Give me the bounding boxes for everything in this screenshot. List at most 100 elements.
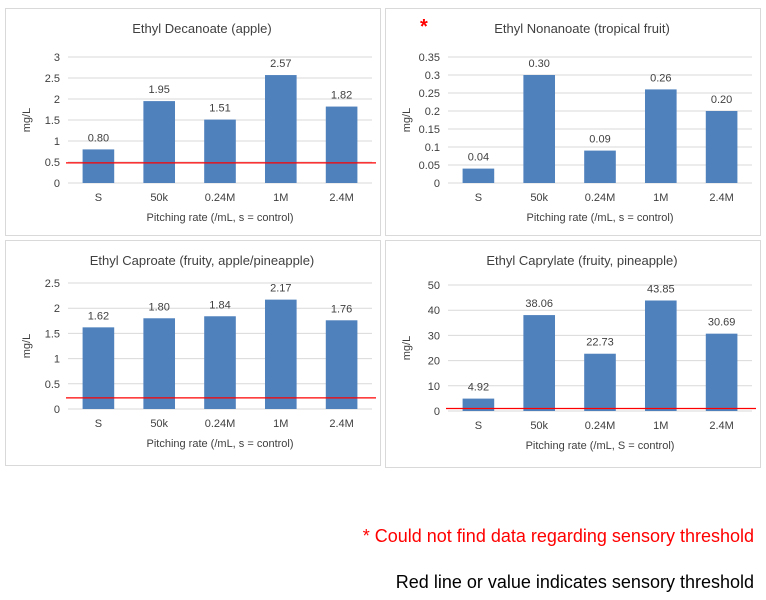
y-tick-label: 0.1 — [425, 142, 440, 154]
y-tick-label: 0.35 — [419, 52, 440, 64]
x-tick-label: S — [475, 420, 482, 432]
x-axis-label: Pitching rate (/mL, S = control) — [526, 440, 675, 452]
x-tick-label: 0.24M — [585, 420, 616, 432]
data-label: 43.85 — [647, 283, 675, 295]
y-axis-label: mg/L — [401, 336, 413, 360]
data-label: 0.80 — [88, 132, 109, 144]
bar — [82, 149, 115, 183]
y-tick-label: 50 — [428, 280, 440, 292]
bar — [204, 316, 236, 409]
threshold-missing-note: * Could not find data regarding sensory … — [362, 526, 754, 546]
y-tick-label: 2 — [54, 303, 60, 315]
x-tick-label: 1M — [273, 418, 288, 430]
data-label: 1.95 — [148, 84, 169, 96]
y-axis-label: mg/L — [401, 108, 413, 132]
x-tick-label: 2.4M — [329, 418, 353, 430]
bar — [325, 320, 358, 409]
x-axis-label: Pitching rate (/mL, s = control) — [146, 212, 293, 224]
no-threshold-asterisk: * — [420, 16, 428, 38]
y-tick-label: 1.5 — [45, 328, 60, 340]
x-tick-label: 50k — [530, 192, 548, 204]
data-label: 1.80 — [148, 301, 169, 313]
bar — [644, 89, 677, 183]
y-tick-label: 2 — [54, 94, 60, 106]
y-tick-label: 40 — [428, 305, 440, 317]
bar — [644, 300, 677, 411]
chart-title: Ethyl Nonanoate (tropical fruit) — [494, 21, 670, 36]
data-label: 0.30 — [528, 58, 549, 70]
y-tick-label: 0.05 — [419, 160, 440, 172]
data-label: 0.09 — [589, 134, 610, 146]
x-tick-label: 1M — [273, 192, 288, 204]
x-tick-label: 50k — [530, 420, 548, 432]
data-label: 22.73 — [586, 337, 614, 349]
y-tick-label: 0.15 — [419, 124, 440, 136]
y-tick-label: 30 — [428, 330, 440, 342]
data-label: 2.17 — [270, 283, 291, 295]
data-label: 0.26 — [650, 72, 671, 84]
y-tick-label: 0.5 — [45, 379, 60, 391]
bar-chart-svg: Ethyl Nonanoate (tropical fruit) 0 0.05 0.1… — [401, 21, 752, 224]
bar — [264, 299, 297, 409]
x-tick-label: 1M — [653, 192, 668, 204]
data-label: 0.20 — [711, 94, 732, 106]
threshold-legend-note: Red line or value indicates sensory thre… — [395, 572, 754, 592]
y-tick-label: 0.3 — [425, 70, 440, 82]
bar — [264, 75, 297, 183]
x-tick-label: 0.24M — [585, 192, 616, 204]
y-tick-label: 3 — [54, 52, 60, 64]
x-tick-label: S — [95, 418, 102, 430]
bar — [705, 333, 738, 411]
y-tick-label: 0 — [434, 178, 440, 190]
bar — [462, 168, 495, 183]
y-tick-label: 10 — [428, 381, 440, 393]
y-tick-label: 0.25 — [419, 88, 440, 100]
x-tick-label: 0.24M — [205, 418, 236, 430]
x-axis-label: Pitching rate (/mL, s = control) — [526, 212, 673, 224]
y-tick-label: 0 — [434, 406, 440, 418]
bar-chart-svg: Ethyl Caprylate (fruity, pineapple) 0 10 20… — [401, 253, 756, 452]
y-tick-label: 1 — [54, 136, 60, 148]
x-tick-label: 2.4M — [329, 192, 353, 204]
x-tick-label: 2.4M — [709, 420, 733, 432]
bar — [584, 353, 616, 411]
bar-chart-svg: Ethyl Decanoate (apple) 0 0.5 1 1.5 2 2.5 3 0.80… — [21, 21, 376, 224]
bar — [204, 119, 236, 183]
data-label: 30.69 — [708, 317, 736, 329]
chart-panel-ethyl-caproate: Ethyl Caproate (fruity, apple/pineapple)… — [5, 240, 381, 466]
chart-panel-ethyl-nonanoate: Ethyl Nonanoate (tropical fruit) 0 0.05 0.1… — [385, 8, 761, 236]
bar — [143, 101, 176, 183]
y-tick-label: 1 — [54, 354, 60, 366]
y-tick-label: 0 — [54, 178, 60, 190]
data-label: 38.06 — [525, 298, 553, 310]
chart-title: Ethyl Caprylate (fruity, pineapple) — [486, 253, 677, 268]
x-tick-label: S — [475, 192, 482, 204]
x-tick-label: 50k — [150, 418, 168, 430]
bar — [705, 111, 738, 183]
y-tick-label: 0 — [54, 404, 60, 416]
y-tick-label: 2.5 — [45, 278, 60, 290]
data-label: 1.82 — [331, 90, 352, 102]
data-label: 4.92 — [468, 382, 489, 394]
y-axis-label: mg/L — [21, 334, 33, 358]
data-label: 1.62 — [88, 310, 109, 322]
data-label: 2.57 — [270, 58, 291, 70]
bar — [82, 327, 115, 409]
bar — [325, 106, 358, 183]
data-label: 1.84 — [209, 299, 230, 311]
y-tick-label: 2.5 — [45, 73, 60, 85]
bar-chart-svg: Ethyl Caproate (fruity, apple/pineapple)… — [21, 253, 376, 450]
data-label: 0.04 — [468, 152, 489, 164]
bar — [523, 75, 556, 183]
x-axis-label: Pitching rate (/mL, s = control) — [146, 438, 293, 450]
x-tick-label: 50k — [150, 192, 168, 204]
data-label: 1.76 — [331, 303, 352, 315]
y-tick-label: 0.5 — [45, 157, 60, 169]
chart-title: Ethyl Caproate (fruity, apple/pineapple) — [90, 253, 315, 268]
bar — [462, 398, 495, 411]
chart-panel-ethyl-caprylate: Ethyl Caprylate (fruity, pineapple) 0 10 20… — [385, 240, 761, 468]
x-tick-label: S — [95, 192, 102, 204]
data-label: 1.51 — [209, 103, 230, 115]
bar — [523, 315, 556, 411]
y-tick-label: 0.2 — [425, 106, 440, 118]
